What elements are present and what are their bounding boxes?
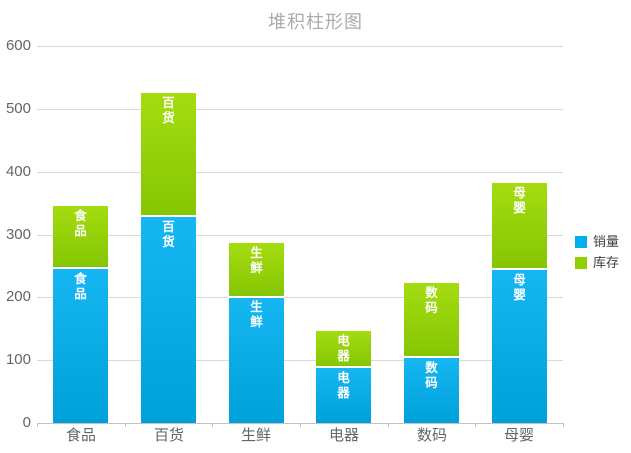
bar-segment-label: 百货 (162, 220, 175, 249)
y-gridline (37, 235, 563, 236)
x-axis-tick (37, 423, 38, 427)
y-axis-tick-label: 100 (5, 351, 31, 368)
bar-segment-label: 生鲜 (250, 300, 263, 329)
bar-segment-label: 百货 (162, 96, 175, 125)
x-axis-tick (563, 423, 564, 427)
bar-segment[interactable]: 百货 (141, 217, 196, 423)
bar-segment-label: 电器 (337, 334, 350, 363)
x-axis-category-label: 电器 (328, 427, 359, 444)
bar-segment-label: 母婴 (513, 186, 526, 215)
bar-segment-label: 数码 (425, 286, 438, 315)
bar-segment[interactable]: 数码 (404, 283, 459, 358)
y-gridline (37, 109, 563, 110)
legend-label: 库存 (593, 255, 620, 270)
bar-segment[interactable]: 电器 (316, 331, 371, 368)
legend: 销量 库存 (575, 235, 619, 277)
x-axis-tick (475, 423, 476, 427)
y-gridline (37, 46, 563, 47)
bar-segment[interactable]: 生鲜 (229, 297, 284, 423)
y-axis-tick-label: 400 (5, 163, 31, 180)
chart-title: 堆积柱形图 (268, 12, 363, 32)
x-axis-category-label: 母婴 (503, 427, 534, 444)
y-gridline (37, 297, 563, 298)
y-axis-tick-label: 300 (5, 226, 31, 243)
y-gridline (37, 172, 563, 173)
legend-label: 销量 (593, 234, 620, 249)
x-axis-tick (300, 423, 301, 427)
bar-segment[interactable]: 食品 (53, 269, 108, 423)
bar-segment-label: 电器 (337, 371, 350, 400)
y-axis-tick-label: 200 (5, 288, 31, 305)
bar-segment[interactable]: 百货 (141, 93, 196, 217)
x-axis-category-label: 数码 (416, 427, 447, 444)
x-axis-category-label: 百货 (153, 427, 184, 444)
legend-item[interactable]: 库存 (575, 256, 619, 269)
bar-segment[interactable]: 母婴 (492, 183, 547, 270)
x-axis-tick (388, 423, 389, 427)
bar-segment-label: 数码 (425, 361, 438, 390)
bar-segment[interactable]: 母婴 (492, 270, 547, 423)
bar-segment-label: 食品 (74, 209, 87, 238)
y-axis-tick-label: 0 (22, 414, 31, 431)
bar-segment-label: 生鲜 (250, 246, 263, 275)
legend-swatch-icon (575, 235, 587, 248)
x-axis-category-label: 生鲜 (240, 427, 271, 444)
bar-segment[interactable]: 食品 (53, 206, 108, 269)
y-axis-tick-label: 500 (5, 100, 31, 117)
bar-segment[interactable]: 数码 (404, 358, 459, 423)
legend-swatch-icon (575, 256, 587, 269)
y-axis-tick-label: 600 (5, 37, 31, 54)
bar-segment[interactable]: 生鲜 (229, 243, 284, 298)
bar-segment-label: 食品 (74, 272, 87, 301)
x-axis-tick (212, 423, 213, 427)
bar-segment-label: 母婴 (513, 273, 526, 302)
x-axis-category-label: 食品 (65, 427, 96, 444)
bar-segment[interactable]: 电器 (316, 368, 371, 423)
x-axis-tick (125, 423, 126, 427)
legend-item[interactable]: 销量 (575, 235, 619, 248)
y-gridline (37, 360, 563, 361)
